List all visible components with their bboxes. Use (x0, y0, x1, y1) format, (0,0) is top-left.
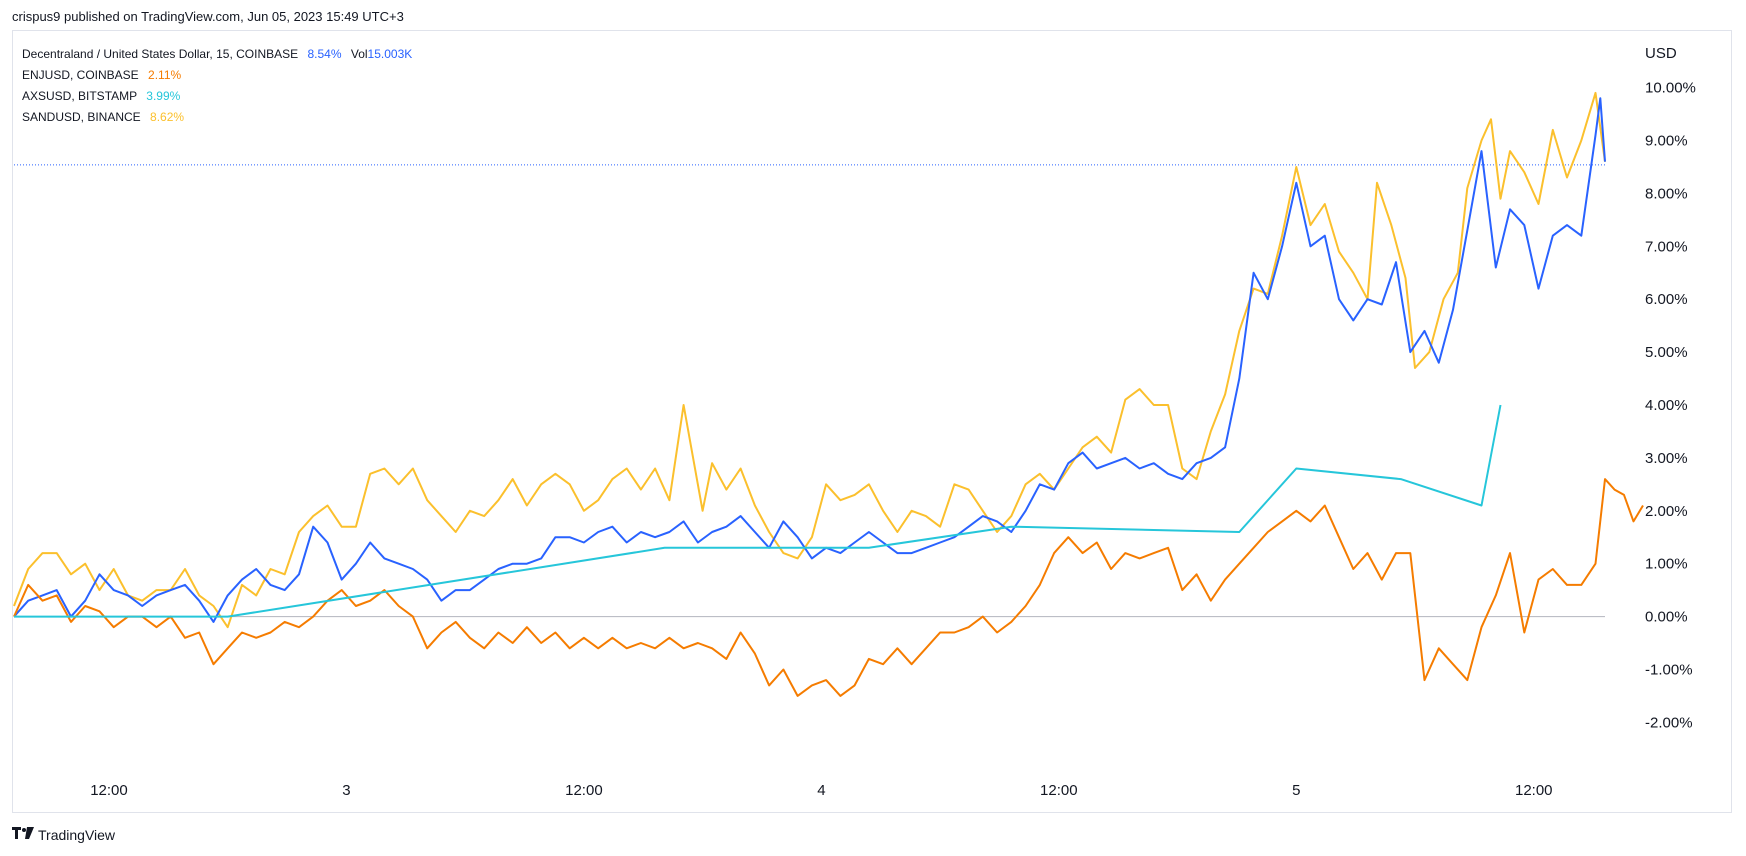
y-tick-label: -1.00% (1645, 661, 1693, 678)
series-line-3[interactable] (14, 404, 1502, 618)
footer-brand[interactable]: TradingView (12, 826, 115, 843)
y-tick-label: 7.00% (1645, 238, 1688, 255)
footer-brand-label: TradingView (38, 826, 116, 843)
legend-vol-label: Vol (350, 47, 368, 61)
series-line-0[interactable] (13, 91, 1606, 629)
legend-row-label: ENJUSD, COINBASE (22, 68, 139, 82)
x-tick-label: 3 (342, 782, 350, 799)
series-line-1[interactable] (13, 97, 1606, 623)
tradingview-logo-icon (12, 826, 34, 843)
chart-frame (12, 30, 1732, 813)
legend-row-sandusd[interactable]: SANDUSD, BINANCE 8.62% (22, 107, 412, 128)
y-tick-label: 10.00% (1645, 80, 1696, 97)
legend-row-change: 3.99% (146, 89, 181, 103)
legend-main-label: Decentraland / United States Dollar, 15,… (22, 47, 299, 61)
legend-row-change: 2.11% (148, 68, 182, 82)
y-tick-label: 9.00% (1645, 133, 1688, 150)
legend-row-main[interactable]: Decentraland / United States Dollar, 15,… (22, 44, 412, 65)
y-tick-label: -2.00% (1645, 714, 1693, 731)
y-tick-label: 5.00% (1645, 344, 1688, 361)
y-tick-label: 8.00% (1645, 185, 1688, 202)
y-tick-label: 3.00% (1645, 450, 1688, 467)
legend-row-change: 8.62% (150, 110, 185, 124)
x-tick-label: 5 (1292, 782, 1300, 799)
publish-caption: crispus9 published on TradingView.com, J… (12, 9, 404, 24)
y-tick-label: 1.00% (1645, 556, 1688, 573)
legend-row-label: SANDUSD, BINANCE (22, 110, 141, 124)
y-tick-label: 6.00% (1645, 291, 1688, 308)
y-tick-label: 4.00% (1645, 397, 1688, 414)
legend-row-enjusd[interactable]: ENJUSD, COINBASE 2.11% (22, 65, 412, 86)
legend-vol-value: 15.003K (367, 47, 413, 61)
legend-main-change: 8.54% (307, 47, 342, 61)
y-axis-currency-label: USD (1645, 45, 1677, 62)
x-tick-label: 12:00 (1040, 782, 1078, 799)
series-line-2[interactable] (13, 478, 1644, 697)
x-tick-label: 12:00 (565, 782, 603, 799)
x-tick-label: 12:00 (90, 782, 128, 799)
x-tick-label: 12:00 (1515, 782, 1553, 799)
x-tick-label: 4 (817, 782, 825, 799)
legend-row-axsusd[interactable]: AXSUSD, BITSTAMP 3.99% (22, 86, 412, 107)
legend-row-label: AXSUSD, BITSTAMP (22, 89, 137, 103)
legend: Decentraland / United States Dollar, 15,… (22, 44, 412, 128)
y-tick-label: 0.00% (1645, 609, 1688, 626)
y-tick-label: 2.00% (1645, 503, 1688, 520)
